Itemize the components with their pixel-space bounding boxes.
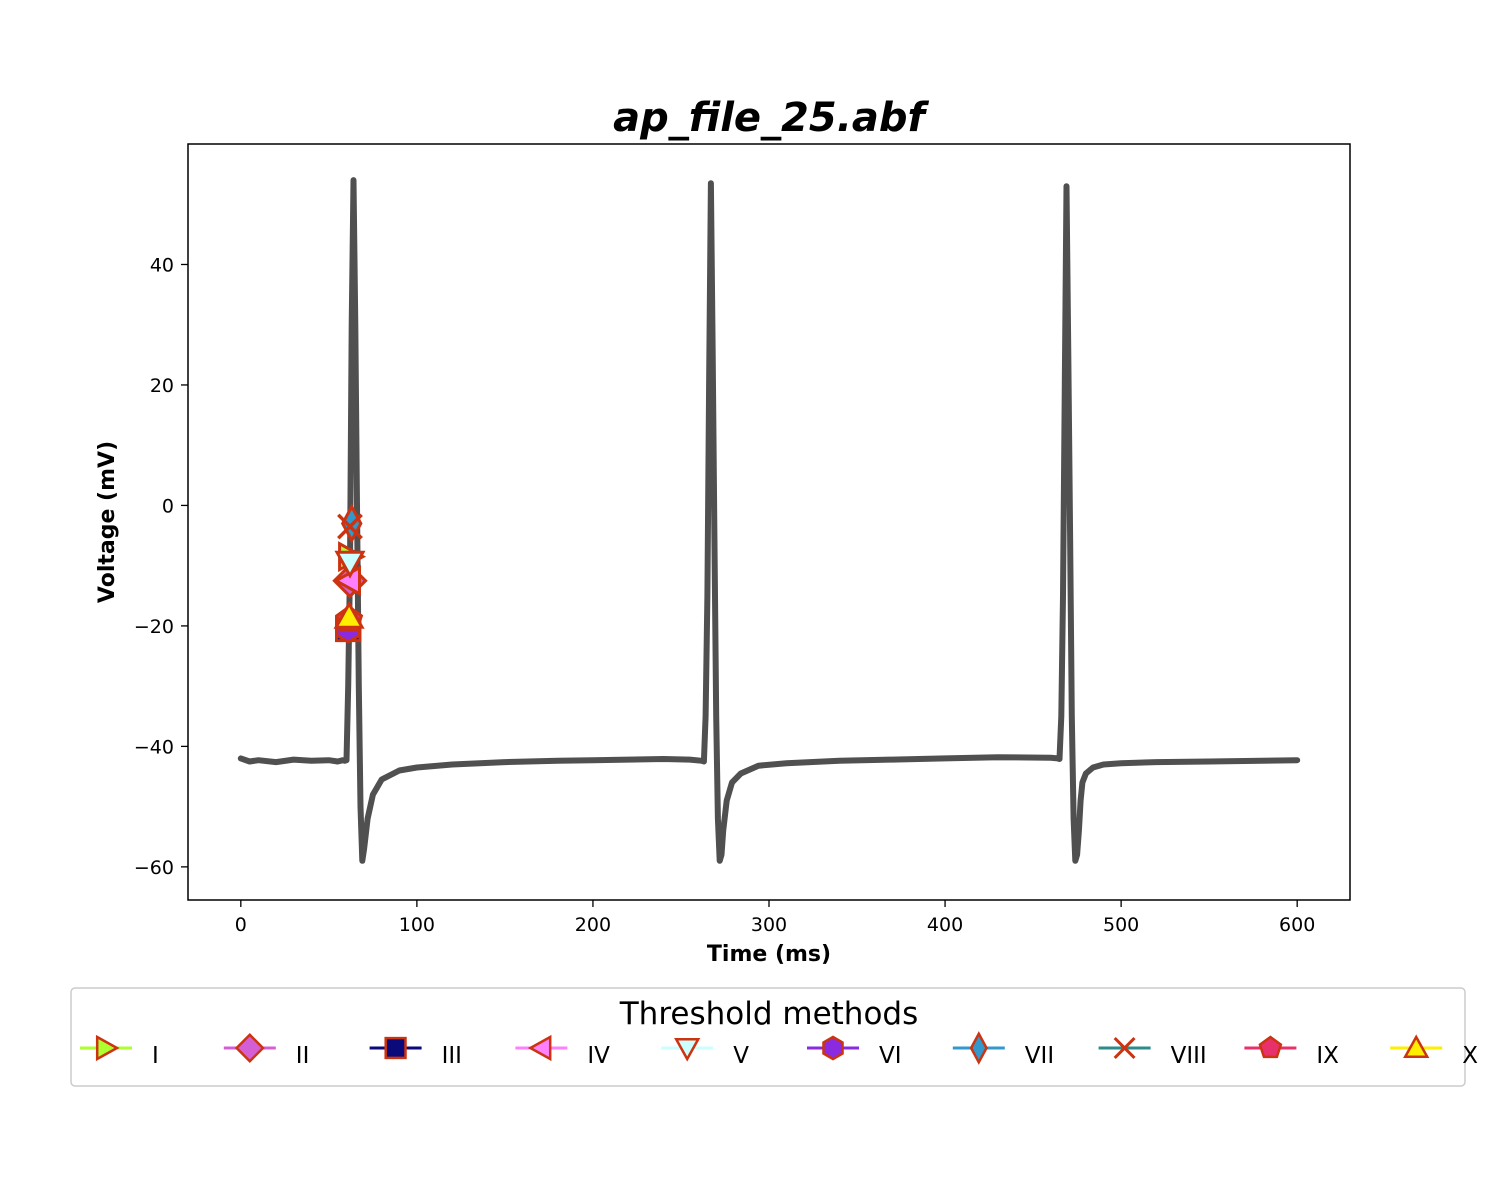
legend-title: Threshold methods bbox=[619, 996, 919, 1032]
x-axis-label: Time (ms) bbox=[707, 942, 831, 967]
legend-label: VII bbox=[1025, 1043, 1054, 1069]
legend-entry-iv: IV bbox=[515, 1034, 610, 1069]
threshold-marker-v bbox=[334, 550, 366, 579]
y-axis-label: Voltage (mV) bbox=[95, 441, 120, 603]
legend-label: IV bbox=[587, 1043, 610, 1069]
legend-marker-iii bbox=[384, 1036, 407, 1060]
y-tick-label: −60 bbox=[134, 857, 174, 879]
y-axis-ticks: −60 −40 −20 0 20 40 bbox=[134, 254, 188, 879]
legend-marker-x bbox=[1403, 1034, 1430, 1059]
legend-label: VIII bbox=[1171, 1043, 1207, 1069]
legend-label: II bbox=[296, 1043, 310, 1069]
legend-box bbox=[70, 987, 1466, 1087]
voltage-trace bbox=[237, 177, 1301, 864]
legend-marker-viii bbox=[1113, 1037, 1136, 1059]
legend-label: I bbox=[152, 1043, 159, 1069]
legend-marker-vi bbox=[822, 1035, 844, 1061]
x-tick-label: 0 bbox=[235, 914, 247, 936]
plot-area bbox=[187, 143, 1351, 901]
legend: Threshold methods I II III IV V VI VII VIII IX X bbox=[70, 987, 1478, 1087]
legend-label: X bbox=[1462, 1043, 1478, 1069]
legend-marker-v bbox=[674, 1037, 701, 1062]
legend-entry-v: V bbox=[661, 1037, 749, 1069]
legend-entry-ix: IX bbox=[1244, 1035, 1339, 1069]
legend-entry-vii: VII bbox=[952, 1031, 1054, 1069]
legend-entry-vi: VI bbox=[807, 1035, 902, 1069]
x-tick-label: 200 bbox=[575, 914, 611, 936]
legend-entry-ii: II bbox=[223, 1033, 310, 1069]
legend-marker-iv bbox=[527, 1034, 552, 1062]
y-tick-label: 40 bbox=[150, 254, 174, 276]
y-tick-label: 20 bbox=[150, 375, 174, 397]
legend-entries: I II III IV V VI VII VIII IX X bbox=[80, 1031, 1478, 1069]
x-tick-label: 400 bbox=[927, 914, 963, 936]
y-tick-label: −20 bbox=[134, 616, 174, 638]
x-tick-label: 500 bbox=[1103, 914, 1139, 936]
threshold-marker-layer bbox=[332, 503, 368, 644]
threshold-marker-viii bbox=[337, 513, 363, 540]
x-axis-ticks: 0 100 200 300 400 500 600 bbox=[235, 900, 1315, 936]
voltage-trace-layer bbox=[237, 177, 1301, 864]
legend-label: IX bbox=[1316, 1043, 1339, 1069]
legend-entry-i: I bbox=[80, 1034, 159, 1069]
legend-marker-ii bbox=[234, 1033, 265, 1063]
threshold-marker-x bbox=[333, 600, 365, 629]
legend-marker-ix bbox=[1258, 1035, 1283, 1059]
legend-marker-vii bbox=[969, 1031, 988, 1065]
y-tick-label: −40 bbox=[134, 736, 174, 758]
legend-entry-x: X bbox=[1390, 1034, 1478, 1069]
legend-label: V bbox=[733, 1043, 749, 1069]
legend-label: VI bbox=[879, 1043, 902, 1069]
legend-entry-viii: VIII bbox=[1098, 1037, 1207, 1069]
legend-entry-iii: III bbox=[369, 1036, 462, 1069]
chart-title: ap_file_25.abf bbox=[613, 95, 929, 141]
x-tick-label: 300 bbox=[751, 914, 787, 936]
x-tick-label: 600 bbox=[1279, 914, 1315, 936]
x-tick-label: 100 bbox=[399, 914, 435, 936]
y-tick-label: 0 bbox=[162, 495, 174, 517]
legend-marker-i bbox=[95, 1034, 120, 1062]
legend-label: III bbox=[442, 1043, 462, 1069]
